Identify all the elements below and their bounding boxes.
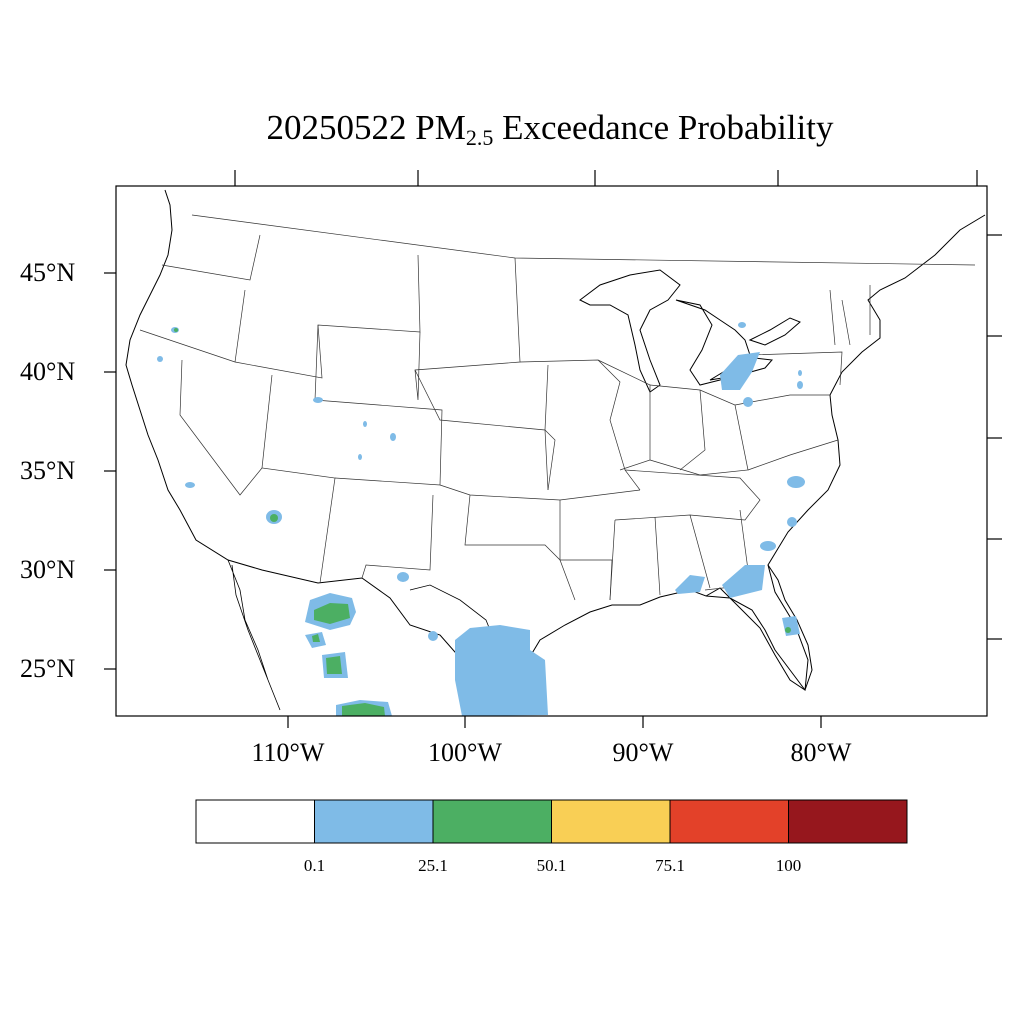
contours-low <box>157 322 805 716</box>
lat-label-30: 30°N <box>20 555 76 584</box>
great-lakes <box>579 269 801 393</box>
colorbar-label-3: 75.1 <box>655 856 685 875</box>
colorbar <box>195 799 908 844</box>
lon-label-80: 80°W <box>790 738 852 767</box>
colorbar-label-0: 0.1 <box>303 856 326 875</box>
lon-label-110: 110°W <box>251 738 325 767</box>
us-outline <box>125 189 986 711</box>
lat-label-40: 40°N <box>20 357 76 386</box>
colorbar-swatch-5 <box>788 799 908 844</box>
map-title: 20250522 PM2.5 Exceedance Probability <box>266 108 834 150</box>
colorbar-swatch-1 <box>314 799 434 844</box>
colorbar-swatch-4 <box>669 799 789 844</box>
colorbar-label-1: 25.1 <box>418 856 448 875</box>
lat-label-45: 45°N <box>20 258 76 287</box>
colorbar-swatch-2 <box>432 799 552 844</box>
colorbar-swatch-0 <box>195 799 315 844</box>
lon-label-90: 90°W <box>612 738 674 767</box>
colorbar-swatch-3 <box>551 799 671 844</box>
florida <box>705 564 813 692</box>
state-borders <box>139 214 976 601</box>
lon-label-100: 100°W <box>428 738 502 767</box>
map-frame <box>115 185 988 717</box>
lat-label-25: 25°N <box>20 654 76 683</box>
ticks <box>104 170 1002 728</box>
colorbar-label-2: 50.1 <box>536 856 567 875</box>
colorbar-label-4: 100 <box>775 856 802 875</box>
contours-mid <box>174 328 791 716</box>
lat-label-35: 35°N <box>20 456 76 485</box>
